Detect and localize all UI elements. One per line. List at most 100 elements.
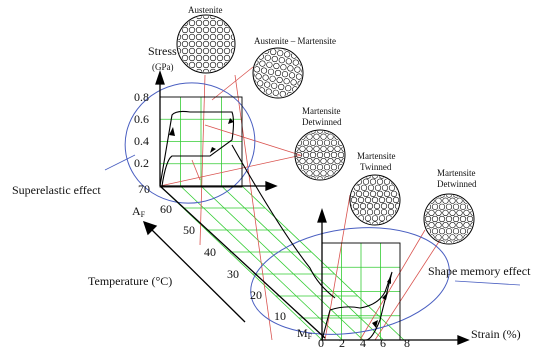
atom bbox=[445, 195, 453, 198]
atom bbox=[351, 203, 353, 210]
lattice-martensite-twinned bbox=[349, 174, 406, 226]
atom bbox=[195, 40, 203, 48]
atom bbox=[279, 90, 286, 97]
atom bbox=[380, 209, 388, 216]
atom bbox=[353, 184, 361, 191]
atom bbox=[378, 215, 386, 222]
atom bbox=[449, 234, 456, 241]
lattice-label-austenite: Austenite bbox=[188, 5, 223, 15]
atom bbox=[366, 209, 374, 216]
atom bbox=[435, 222, 442, 229]
atom bbox=[309, 151, 317, 159]
atom bbox=[323, 131, 331, 134]
atom bbox=[316, 164, 324, 171]
af-sub: F bbox=[141, 210, 146, 219]
atom bbox=[284, 51, 291, 58]
atom bbox=[442, 234, 449, 241]
arrow-marker bbox=[387, 276, 391, 284]
atom bbox=[209, 19, 217, 27]
atom bbox=[289, 49, 296, 52]
strain-tick: 0 bbox=[318, 336, 324, 347]
leader-line bbox=[191, 159, 201, 181]
atom bbox=[283, 78, 290, 85]
atom bbox=[281, 71, 289, 78]
atom bbox=[378, 176, 386, 179]
atom bbox=[459, 228, 467, 235]
lattice-austenite-martensite bbox=[252, 47, 304, 99]
atom bbox=[273, 62, 280, 70]
stress-tick: 0.8 bbox=[134, 90, 149, 104]
atom bbox=[209, 54, 217, 62]
atom bbox=[341, 145, 344, 152]
atom bbox=[202, 68, 210, 72]
atom bbox=[374, 184, 382, 191]
atom bbox=[380, 203, 388, 210]
atom bbox=[288, 72, 296, 79]
atom bbox=[320, 170, 327, 177]
atom bbox=[316, 131, 324, 134]
atom bbox=[367, 184, 375, 191]
lattice-label-austenite-martensite: Austenite – Martensite bbox=[254, 36, 336, 46]
shape-memory-ellipse bbox=[250, 227, 450, 335]
atom bbox=[209, 40, 217, 48]
atom bbox=[330, 164, 338, 171]
atom bbox=[378, 221, 386, 224]
curves bbox=[159, 110, 393, 341]
af-main: A bbox=[132, 204, 141, 218]
atom bbox=[373, 203, 381, 210]
atom bbox=[254, 66, 261, 73]
atom bbox=[254, 79, 257, 86]
atom bbox=[299, 60, 302, 67]
atom bbox=[296, 145, 299, 152]
atom bbox=[327, 133, 334, 140]
atom bbox=[351, 196, 358, 204]
atom bbox=[327, 170, 334, 177]
atom bbox=[438, 195, 446, 198]
leader-line bbox=[374, 239, 441, 341]
temperature-tick: 30 bbox=[227, 267, 239, 281]
atom bbox=[435, 209, 442, 216]
lattice-label-twinned: Twinned bbox=[360, 162, 392, 172]
atom bbox=[371, 215, 379, 222]
atom bbox=[345, 152, 351, 158]
atom bbox=[359, 209, 367, 216]
atom bbox=[181, 40, 189, 48]
atom bbox=[442, 209, 449, 216]
atom bbox=[442, 222, 449, 229]
atom bbox=[387, 209, 395, 216]
strain-tick: 8 bbox=[404, 336, 410, 347]
atom bbox=[287, 65, 294, 72]
temperature-arrow-line bbox=[149, 227, 246, 323]
superelastic-ellipse bbox=[124, 82, 256, 204]
atom bbox=[202, 54, 210, 62]
atom bbox=[209, 61, 217, 69]
atom bbox=[452, 195, 460, 198]
atom bbox=[360, 184, 368, 191]
atom bbox=[431, 215, 439, 223]
atom bbox=[359, 203, 367, 210]
shape-memory-pointer bbox=[454, 280, 521, 286]
atom bbox=[260, 94, 267, 97]
atom bbox=[456, 222, 463, 229]
atom bbox=[278, 57, 285, 64]
arrow-marker bbox=[228, 118, 234, 124]
atom bbox=[202, 40, 210, 48]
lattice-label-detwinned-2: Detwinned bbox=[437, 179, 477, 189]
temperature-arrow-head bbox=[142, 220, 158, 236]
atom bbox=[431, 203, 439, 210]
atom bbox=[470, 222, 473, 229]
lattice-martensite-detwinned-2 bbox=[423, 193, 475, 245]
atom bbox=[313, 145, 320, 152]
atom bbox=[452, 215, 460, 223]
atom bbox=[431, 228, 439, 235]
atom bbox=[309, 131, 317, 134]
atom bbox=[271, 82, 278, 89]
leader-line bbox=[204, 124, 301, 156]
curve-arrows bbox=[169, 118, 391, 328]
atom bbox=[400, 197, 406, 203]
stress-axis-arrow bbox=[155, 69, 165, 85]
atom bbox=[313, 133, 320, 140]
atom bbox=[385, 196, 393, 204]
atom bbox=[223, 40, 231, 48]
atom bbox=[364, 221, 372, 224]
